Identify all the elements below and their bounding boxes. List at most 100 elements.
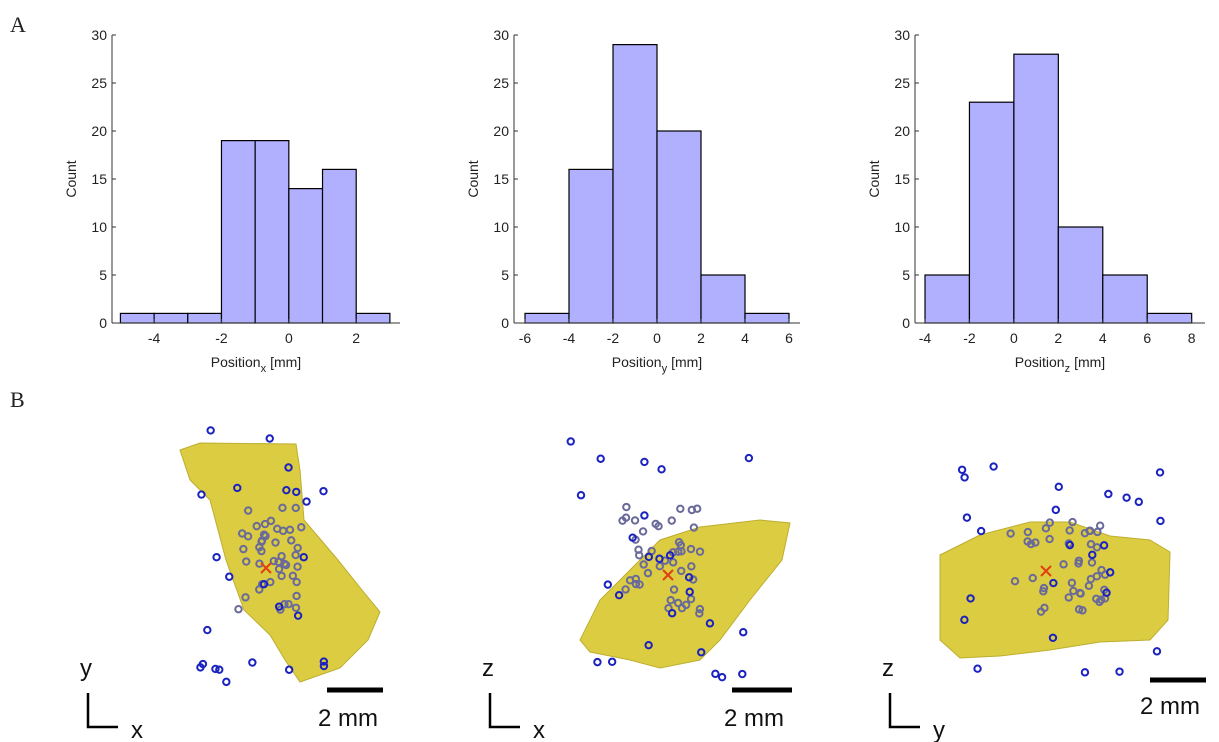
dot (957, 465, 967, 474)
y-tick-label: 25 (493, 75, 509, 91)
dot (284, 599, 293, 609)
organ-surface (939, 521, 1171, 659)
x-tick-label: 0 (1010, 330, 1018, 346)
x-tick-label: 4 (741, 330, 749, 346)
dot (293, 611, 303, 620)
x-axis-label: Positiony [mm] (612, 354, 702, 375)
dot (695, 604, 705, 614)
dot (1028, 573, 1037, 583)
dot (319, 486, 328, 496)
panel-label: B (10, 387, 25, 412)
y-tick-label: 10 (91, 219, 107, 235)
dot (989, 462, 998, 471)
dot (640, 511, 649, 520)
dot (1067, 578, 1077, 588)
y-tick-label: 15 (493, 171, 509, 187)
dot (299, 553, 308, 562)
dot (631, 574, 641, 584)
dot (215, 665, 224, 674)
dot (222, 677, 231, 687)
y-tick-label: 20 (894, 123, 910, 139)
x-tick-label: 0 (653, 330, 661, 346)
dot (681, 600, 691, 610)
dot (1087, 558, 1097, 567)
dot (271, 538, 280, 547)
bar (656, 130, 702, 324)
bar (288, 188, 324, 324)
x-tick-label: -2 (963, 330, 976, 346)
x-tick-label: 6 (785, 330, 793, 346)
y-tick-label: 0 (99, 315, 107, 331)
bar (1013, 53, 1059, 324)
dot (744, 453, 754, 463)
dot (665, 551, 675, 560)
dot (711, 669, 720, 679)
dot (638, 527, 648, 536)
dot (1085, 526, 1095, 536)
y-tick-label: 15 (91, 171, 107, 187)
dot (667, 516, 676, 525)
dot (1045, 518, 1055, 527)
dot (293, 562, 302, 571)
dot (635, 580, 644, 589)
dot (203, 625, 212, 635)
bar (187, 312, 223, 324)
bar (254, 140, 290, 324)
dot (319, 657, 329, 666)
dot (291, 503, 300, 513)
view-axis: x (131, 717, 143, 742)
dot (614, 590, 624, 600)
dot (673, 598, 683, 608)
dot (259, 530, 269, 539)
bar (568, 168, 614, 324)
bar (1057, 226, 1104, 324)
dot (1065, 526, 1074, 535)
dot (677, 566, 686, 576)
view-axis: z (882, 655, 894, 682)
bar (524, 312, 570, 324)
dot (1152, 647, 1162, 656)
dot (1068, 517, 1077, 527)
scale-label: 2 mm (1140, 693, 1200, 720)
dot (603, 580, 613, 589)
dot (667, 609, 677, 618)
dot (233, 483, 242, 493)
x-tick-label: -2 (215, 330, 228, 346)
dot (695, 609, 704, 618)
dot (1074, 556, 1084, 565)
dot (960, 615, 969, 625)
dot (674, 547, 683, 556)
dot (225, 572, 234, 581)
dot (685, 587, 694, 597)
dot (576, 491, 586, 500)
dot (669, 585, 679, 594)
y-tick-label: 15 (894, 171, 910, 187)
dot (297, 523, 306, 532)
bar (153, 312, 189, 324)
x-label-unit: [mm] (270, 354, 301, 370)
dot (278, 503, 287, 513)
dot (739, 628, 748, 637)
dot (966, 594, 975, 603)
y-tick-label: 0 (501, 315, 509, 331)
x-tick-label: 2 (1054, 330, 1062, 346)
x-tick-label: 2 (697, 330, 705, 346)
dot (212, 553, 221, 562)
x-label-unit: [mm] (1074, 354, 1105, 370)
dot (1086, 540, 1096, 549)
dot (1099, 541, 1109, 550)
organ-surface (179, 442, 381, 683)
organ-views: y x 2 mm z x 2 mm z y 2 mm (80, 426, 1206, 742)
dot (288, 571, 298, 581)
dot (1088, 550, 1097, 560)
dot (687, 562, 696, 571)
y-axis-label: Count (866, 160, 882, 197)
view-axis: y (80, 655, 92, 682)
dot (607, 657, 617, 666)
dot (976, 526, 986, 536)
x-label-unit: [mm] (671, 354, 702, 370)
dot (639, 560, 648, 569)
dot (237, 529, 247, 538)
dot (287, 536, 296, 545)
dot (243, 506, 253, 515)
